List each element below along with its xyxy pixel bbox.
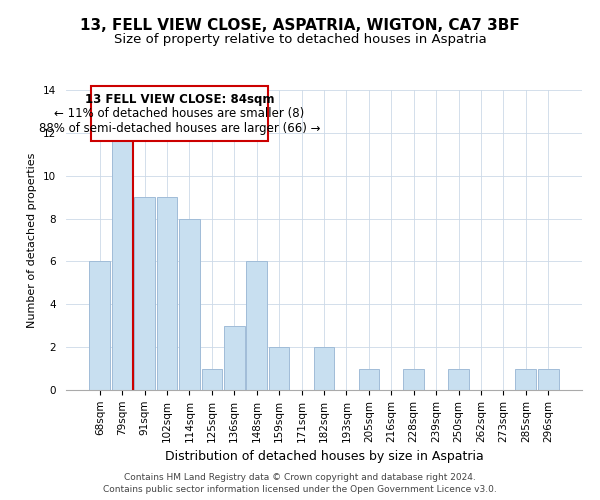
Text: ← 11% of detached houses are smaller (8): ← 11% of detached houses are smaller (8) xyxy=(54,107,304,120)
Bar xyxy=(89,262,110,390)
Text: Contains public sector information licensed under the Open Government Licence v3: Contains public sector information licen… xyxy=(103,485,497,494)
Bar xyxy=(314,347,334,390)
Text: 88% of semi-detached houses are larger (66) →: 88% of semi-detached houses are larger (… xyxy=(38,122,320,135)
Bar xyxy=(247,262,267,390)
Text: Size of property relative to detached houses in Aspatria: Size of property relative to detached ho… xyxy=(113,32,487,46)
Text: 13 FELL VIEW CLOSE: 84sqm: 13 FELL VIEW CLOSE: 84sqm xyxy=(85,93,274,106)
Bar xyxy=(134,197,155,390)
Bar xyxy=(91,86,268,141)
Bar xyxy=(448,368,469,390)
Bar xyxy=(403,368,424,390)
Bar xyxy=(112,133,133,390)
Bar xyxy=(202,368,222,390)
X-axis label: Distribution of detached houses by size in Aspatria: Distribution of detached houses by size … xyxy=(164,450,484,463)
Bar xyxy=(515,368,536,390)
Text: 13, FELL VIEW CLOSE, ASPATRIA, WIGTON, CA7 3BF: 13, FELL VIEW CLOSE, ASPATRIA, WIGTON, C… xyxy=(80,18,520,32)
Bar xyxy=(224,326,245,390)
Bar xyxy=(538,368,559,390)
Text: Contains HM Land Registry data © Crown copyright and database right 2024.: Contains HM Land Registry data © Crown c… xyxy=(124,472,476,482)
Y-axis label: Number of detached properties: Number of detached properties xyxy=(28,152,37,328)
Bar xyxy=(179,218,200,390)
Bar xyxy=(269,347,289,390)
Bar xyxy=(359,368,379,390)
Bar xyxy=(157,197,178,390)
